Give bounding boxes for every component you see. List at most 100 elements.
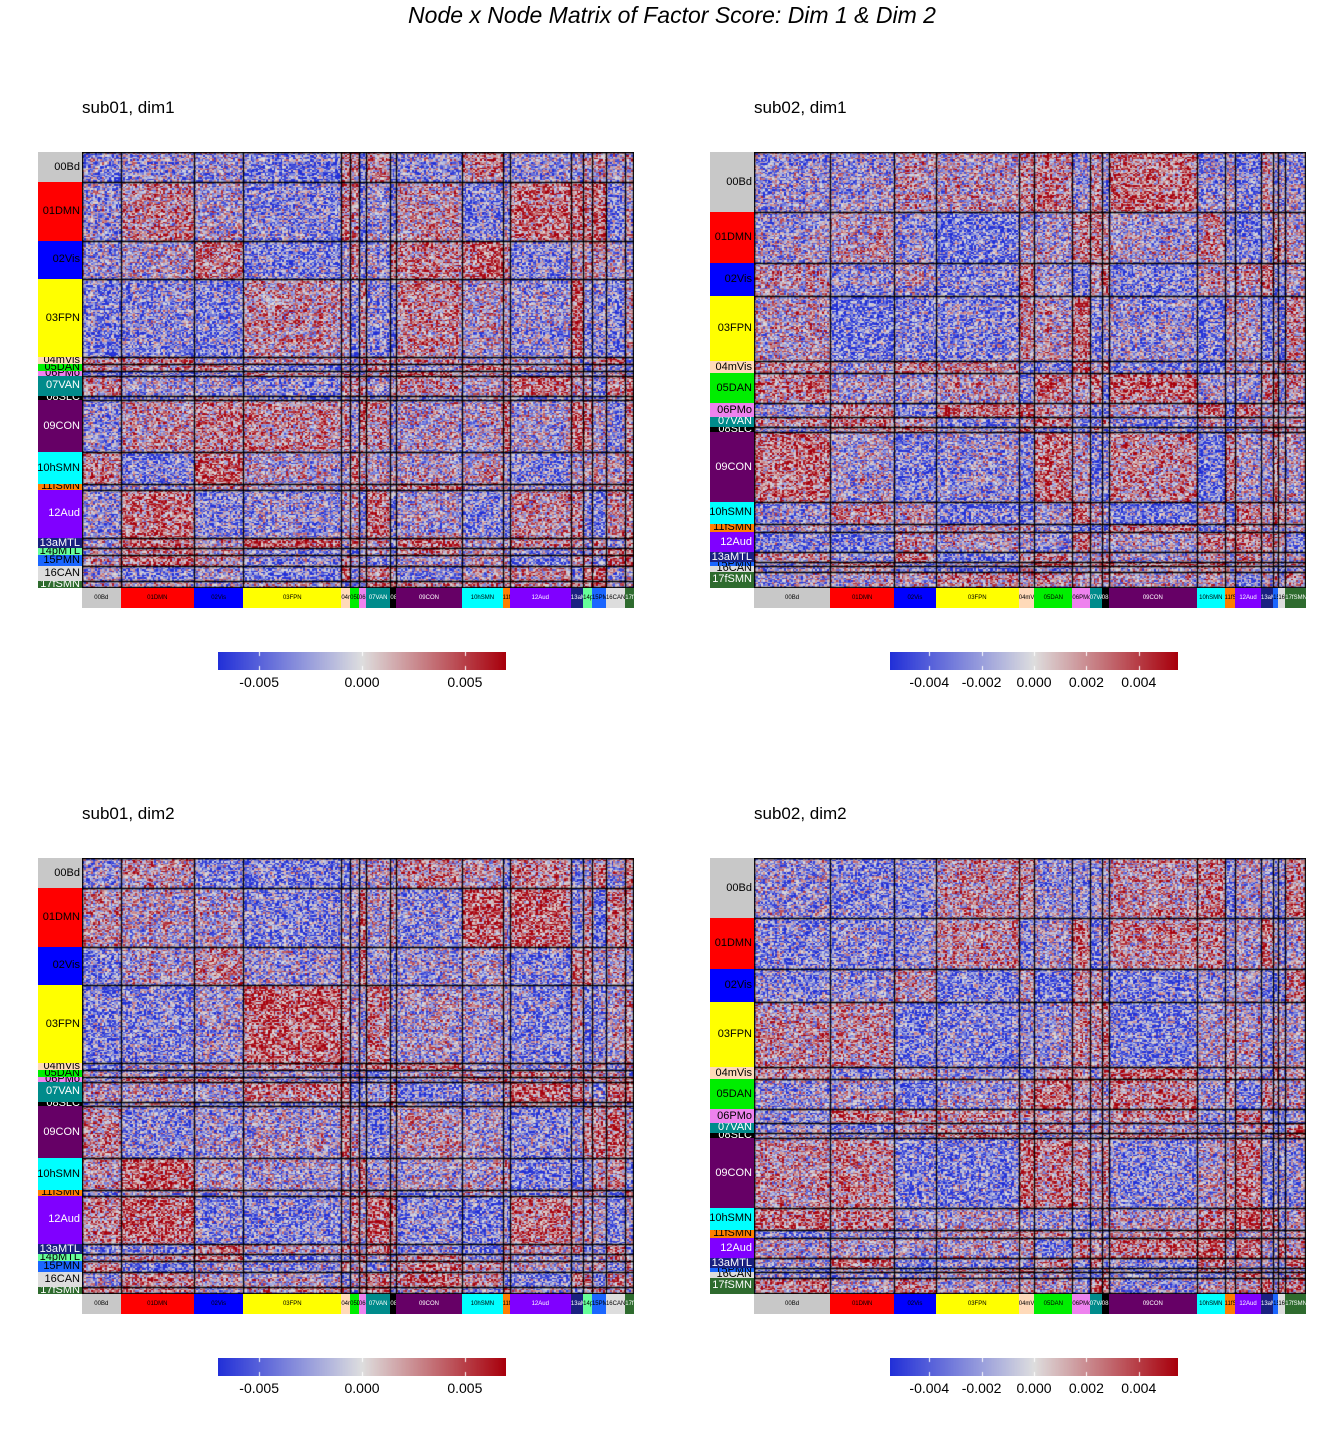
row-community-label: 01DMN	[710, 212, 754, 263]
column-community-label: 13aMTL	[1261, 588, 1274, 608]
column-community-label: 07VAN	[1089, 1294, 1102, 1314]
column-community-label: 05DAN	[350, 1294, 359, 1314]
column-community-label: 08SLC	[390, 588, 396, 608]
colorbar-tick-label: 0.000	[344, 1380, 380, 1396]
column-community-label: 03FPN	[935, 1294, 1019, 1314]
column-community-label: 11fSMN	[1224, 1294, 1236, 1314]
column-community-label: 15PMN	[591, 1294, 606, 1314]
row-community-label: 12Aud	[38, 489, 82, 539]
colorbar-tick-label: 0.004	[1121, 674, 1157, 690]
column-community-label: 02Vis	[894, 588, 936, 608]
column-community-label: 05DAN	[350, 588, 359, 608]
row-community-label: 17fSMN	[710, 571, 754, 588]
row-community-label: 10hSMN	[38, 452, 82, 485]
row-community-label: 06PMo	[710, 1109, 754, 1124]
column-community-label: 01DMN	[830, 1294, 895, 1314]
column-community-label: 04mVis	[1018, 588, 1035, 608]
colorbar-tick-label: 0.000	[1016, 674, 1052, 690]
colorbar-tick-label: -0.004	[909, 674, 950, 690]
row-community-label: 13aMTL	[38, 538, 82, 548]
row-community-label: 10hSMN	[710, 501, 754, 524]
row-community-label: 09CON	[710, 432, 754, 502]
column-community-label: 01DMN	[120, 1294, 195, 1314]
row-community-label: 16CAN	[710, 566, 754, 572]
row-community-label: 00Bd	[38, 152, 82, 183]
heatmap-matrix	[754, 858, 1306, 1294]
column-community-label: 06PMo	[358, 588, 366, 608]
row-community-label: 02Vis	[38, 240, 82, 280]
column-community-label: 04mVis	[341, 1294, 351, 1314]
row-community-label: 05DAN	[710, 373, 754, 404]
panel-title: sub01, dim1	[82, 98, 175, 117]
row-community-label: 08SLC	[710, 426, 754, 433]
row-community-label: 06PMo	[710, 403, 754, 418]
column-community-label: 12Aud	[509, 1294, 571, 1314]
column-community-label: 15PMN	[591, 588, 606, 608]
row-community-label: 02Vis	[710, 968, 754, 1002]
column-community-label: 09CON	[1108, 588, 1197, 608]
column-community-label: 05DAN	[1034, 1294, 1073, 1314]
row-community-label: 16CAN	[710, 1272, 754, 1278]
row-community-label: 11fSMN	[38, 1190, 82, 1196]
colorbar-tick-label: 0.005	[447, 1380, 483, 1396]
colorbar-tick-label: 0.002	[1068, 1380, 1104, 1396]
row-community-label: 02Vis	[38, 946, 82, 986]
colorbar-tick-label: 0.005	[447, 674, 483, 690]
column-community-label: 00Bd	[754, 1294, 831, 1314]
column-community-label: 12Aud	[1235, 588, 1261, 608]
column-community-label: 13aMTL	[1261, 1294, 1274, 1314]
column-community-label: 04mVis	[341, 588, 351, 608]
column-community-label: 10hSMN	[462, 588, 503, 608]
column-community-label: 07VAN	[365, 1294, 391, 1314]
row-community-label: 15PMN	[710, 1268, 754, 1273]
heatmap-panel-sub02-dim1: sub02, dim1 00Bd 00Bd 01DMN 01DMN 02Vis 02Vis…	[710, 98, 1344, 738]
column-community-label: 05DAN	[1034, 588, 1073, 608]
row-community-label: 03FPN	[38, 985, 82, 1063]
row-community-label: 13aMTL	[38, 1244, 82, 1254]
column-community-label: 08SLC	[1101, 1294, 1109, 1314]
row-community-label: 10hSMN	[38, 1158, 82, 1191]
row-community-label: 07VAN	[38, 1082, 82, 1102]
row-community-label: 03FPN	[38, 279, 82, 357]
colorbar	[218, 1358, 506, 1376]
colorbar-tick-label: -0.002	[961, 674, 1002, 690]
colorbar	[890, 1358, 1178, 1376]
row-community-label: 17fSMN	[38, 1287, 82, 1294]
row-community-label: 07VAN	[710, 417, 754, 427]
colorbar-tick-label: 0.002	[1068, 674, 1104, 690]
column-community-label: 12Aud	[1235, 1294, 1261, 1314]
row-community-label: 00Bd	[710, 858, 754, 919]
column-community-label: 11fSMN	[502, 1294, 510, 1314]
row-community-label: 11fSMN	[710, 1229, 754, 1238]
row-community-label: 05DAN	[38, 1069, 82, 1077]
panel-title: sub02, dim2	[754, 804, 847, 823]
row-community-label: 06PMo	[38, 370, 82, 377]
column-community-label: 10hSMN	[1196, 1294, 1225, 1314]
column-community-label: 09CON	[395, 1294, 463, 1314]
row-community-label: 04mVis	[38, 1062, 82, 1070]
column-community-label: 17fSMN	[1285, 1294, 1306, 1314]
column-community-label: 03FPN	[243, 1294, 342, 1314]
row-community-label: 05DAN	[38, 363, 82, 371]
column-community-label: 09CON	[395, 588, 463, 608]
column-community-label: 02Vis	[194, 1294, 244, 1314]
column-community-label: 08SLC	[390, 1294, 396, 1314]
row-community-label: 11fSMN	[710, 523, 754, 532]
column-community-label: 17fSMN	[625, 588, 634, 608]
row-community-label: 03FPN	[710, 295, 754, 362]
row-community-label: 07VAN	[38, 376, 82, 396]
row-community-label: 15PMN	[38, 1260, 82, 1272]
colorbar	[218, 652, 506, 670]
row-community-label: 11fSMN	[38, 484, 82, 490]
column-community-label: 12Aud	[509, 588, 571, 608]
column-community-label: 11fSMN	[1224, 588, 1236, 608]
heatmap-matrix	[82, 858, 634, 1294]
row-community-label: 09CON	[38, 1105, 82, 1159]
row-community-label: 17fSMN	[710, 1277, 754, 1294]
row-community-label: 15PMN	[710, 562, 754, 567]
column-community-label: 16CAN	[605, 1294, 626, 1314]
column-community-label: 16CAN	[1278, 588, 1286, 608]
row-community-label: 04mVis	[38, 356, 82, 364]
column-community-label: 02Vis	[894, 1294, 936, 1314]
figure-title: Node x Node Matrix of Factor Score: Dim …	[408, 2, 936, 28]
